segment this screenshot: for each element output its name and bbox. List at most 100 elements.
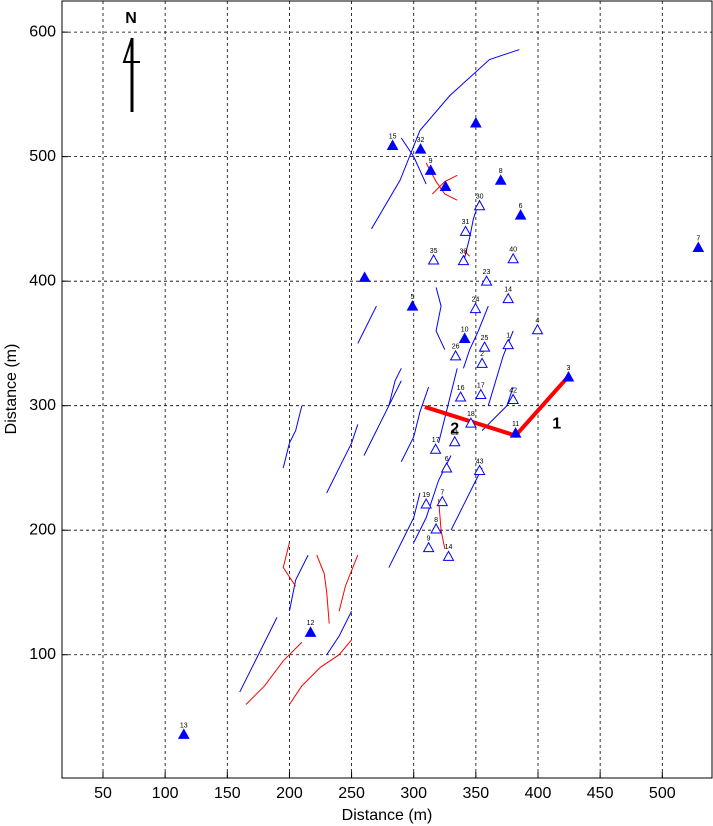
station-label: 8: [434, 517, 438, 524]
x-tick-label: 200: [276, 785, 303, 802]
station-label: 12: [307, 620, 315, 627]
fracture-trace: [462, 305, 489, 369]
station-marker: [414, 143, 427, 154]
station-label: 15: [389, 133, 397, 140]
station-marker: [440, 461, 453, 473]
x-tick-label: 350: [463, 785, 490, 802]
station-marker: [562, 371, 575, 382]
fracture-trace: [435, 287, 446, 350]
station-marker: [424, 164, 437, 175]
fracture-trace: [282, 542, 297, 587]
fracture-trace: [481, 386, 514, 431]
station-label: 25: [481, 335, 489, 342]
north-arrow: N: [122, 10, 140, 112]
station-marker: [448, 435, 461, 447]
station-marker: [473, 199, 486, 211]
station-marker: [469, 302, 482, 314]
station-label: 17: [432, 437, 440, 444]
station-marker: [502, 338, 515, 350]
station-label: 9: [429, 158, 433, 165]
fracture-trace: [316, 554, 330, 624]
station-marker: [430, 522, 442, 534]
fracture-trace: [326, 424, 359, 494]
x-tick-label: 400: [525, 785, 552, 802]
station-label: 40: [509, 247, 517, 254]
fracture-trace: [288, 554, 309, 612]
fracture-trace: [289, 639, 352, 705]
north-arrow-head: [122, 37, 140, 63]
fracture-trace: [463, 249, 471, 257]
y-tick-label: 100: [29, 646, 56, 663]
station-marker: [454, 390, 467, 402]
station-label: 33: [460, 248, 468, 255]
station-marker: [514, 209, 527, 220]
y-tick-label: 500: [29, 148, 56, 165]
station-marker: [358, 271, 371, 282]
fracture-trace: [400, 386, 430, 462]
fracture-trace: [245, 641, 303, 705]
station-label: 7: [440, 489, 444, 496]
station-marker: [507, 393, 519, 404]
y-tick-label: 300: [29, 397, 56, 414]
x-tick-label: 50: [94, 785, 112, 802]
station-label: 13: [180, 722, 188, 729]
station-marker: [531, 323, 544, 335]
fracture-trace: [400, 137, 427, 185]
station-marker: [473, 464, 486, 475]
station-marker: [386, 139, 399, 150]
fracture-trace: [282, 405, 303, 469]
station-label: 35: [430, 248, 438, 255]
station-marker: [458, 332, 471, 343]
station-label: 18: [467, 411, 475, 418]
station-marker: [509, 427, 522, 438]
station-label: 10: [461, 326, 469, 333]
station-label: 6: [519, 203, 523, 210]
fracture-trace: [338, 554, 359, 612]
station-label: 23: [483, 269, 491, 276]
station-marker: [449, 349, 462, 361]
station-label: 3: [567, 365, 571, 372]
station-marker: [422, 541, 435, 553]
station-marker: [439, 180, 452, 192]
station-label: 17: [477, 382, 485, 389]
station-marker: [692, 241, 705, 253]
station-label: 5: [411, 294, 415, 301]
station-marker: [470, 116, 482, 128]
fracture-trace: [450, 467, 483, 531]
station-label: 30: [476, 194, 484, 201]
station-marker: [457, 254, 470, 266]
plot-frame: [61, 0, 713, 779]
fracture-trace: [388, 492, 421, 568]
station-label: 6: [445, 456, 449, 463]
station-marker: [478, 341, 491, 352]
station-marker: [507, 252, 519, 264]
station-label: 4: [536, 318, 540, 325]
station-marker: [436, 495, 449, 507]
x-axis-label: Distance (m): [342, 807, 433, 824]
station-label: 31: [462, 219, 470, 226]
profile-line: [424, 375, 570, 438]
station-label: 7: [696, 235, 700, 242]
station-marker: [502, 292, 515, 304]
fracture-trace: [363, 380, 402, 456]
station-label: 42: [509, 387, 517, 394]
fracture-trace: [326, 610, 353, 656]
fracture-trace: [438, 368, 458, 444]
fracture-trace: [357, 305, 377, 344]
station-marker: [474, 388, 487, 399]
station-label: 16: [457, 385, 465, 392]
y-axis-label: Distance (m): [3, 344, 20, 435]
x-tick-label: 450: [587, 785, 614, 802]
station-marker: [442, 550, 455, 561]
station-marker: [476, 357, 488, 368]
station-label: 9: [427, 535, 431, 542]
y-tick-label: 200: [29, 521, 56, 538]
station-label: 8: [499, 168, 503, 175]
station-marker: [429, 443, 442, 454]
station-label: 26: [452, 344, 460, 351]
station-label: 32: [417, 137, 425, 144]
station-label: 21: [451, 430, 459, 437]
fracture-trace: [388, 368, 402, 406]
